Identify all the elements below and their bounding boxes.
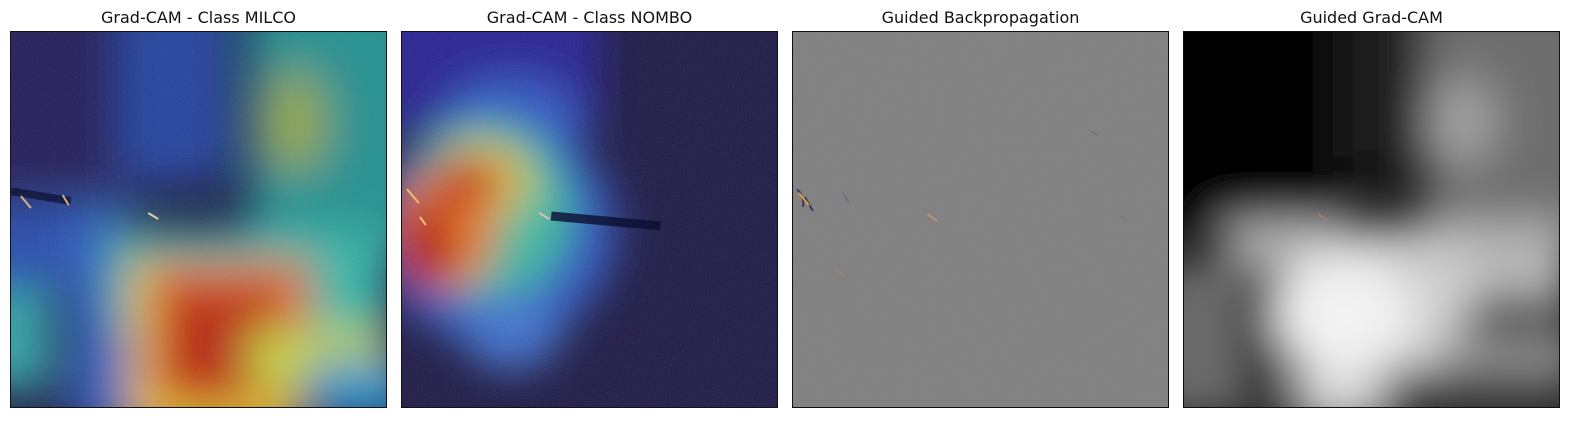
panel-title-gradcam-nombo: Grad-CAM - Class NOMBO: [486, 8, 693, 27]
guided-backpropagation-image: [792, 31, 1169, 408]
panel-title-gradcam-milco: Grad-CAM - Class MILCO: [101, 8, 296, 27]
guided-gradcam-image: [1183, 31, 1560, 408]
panel-title-guided-gradcam: Guided Grad-CAM: [1300, 8, 1443, 27]
gradcam-nombo-heatmap-image: [401, 31, 778, 408]
gradcam-milco-heatmap-image: [10, 31, 387, 408]
panel-title-guided-backprop: Guided Backpropagation: [881, 8, 1080, 27]
